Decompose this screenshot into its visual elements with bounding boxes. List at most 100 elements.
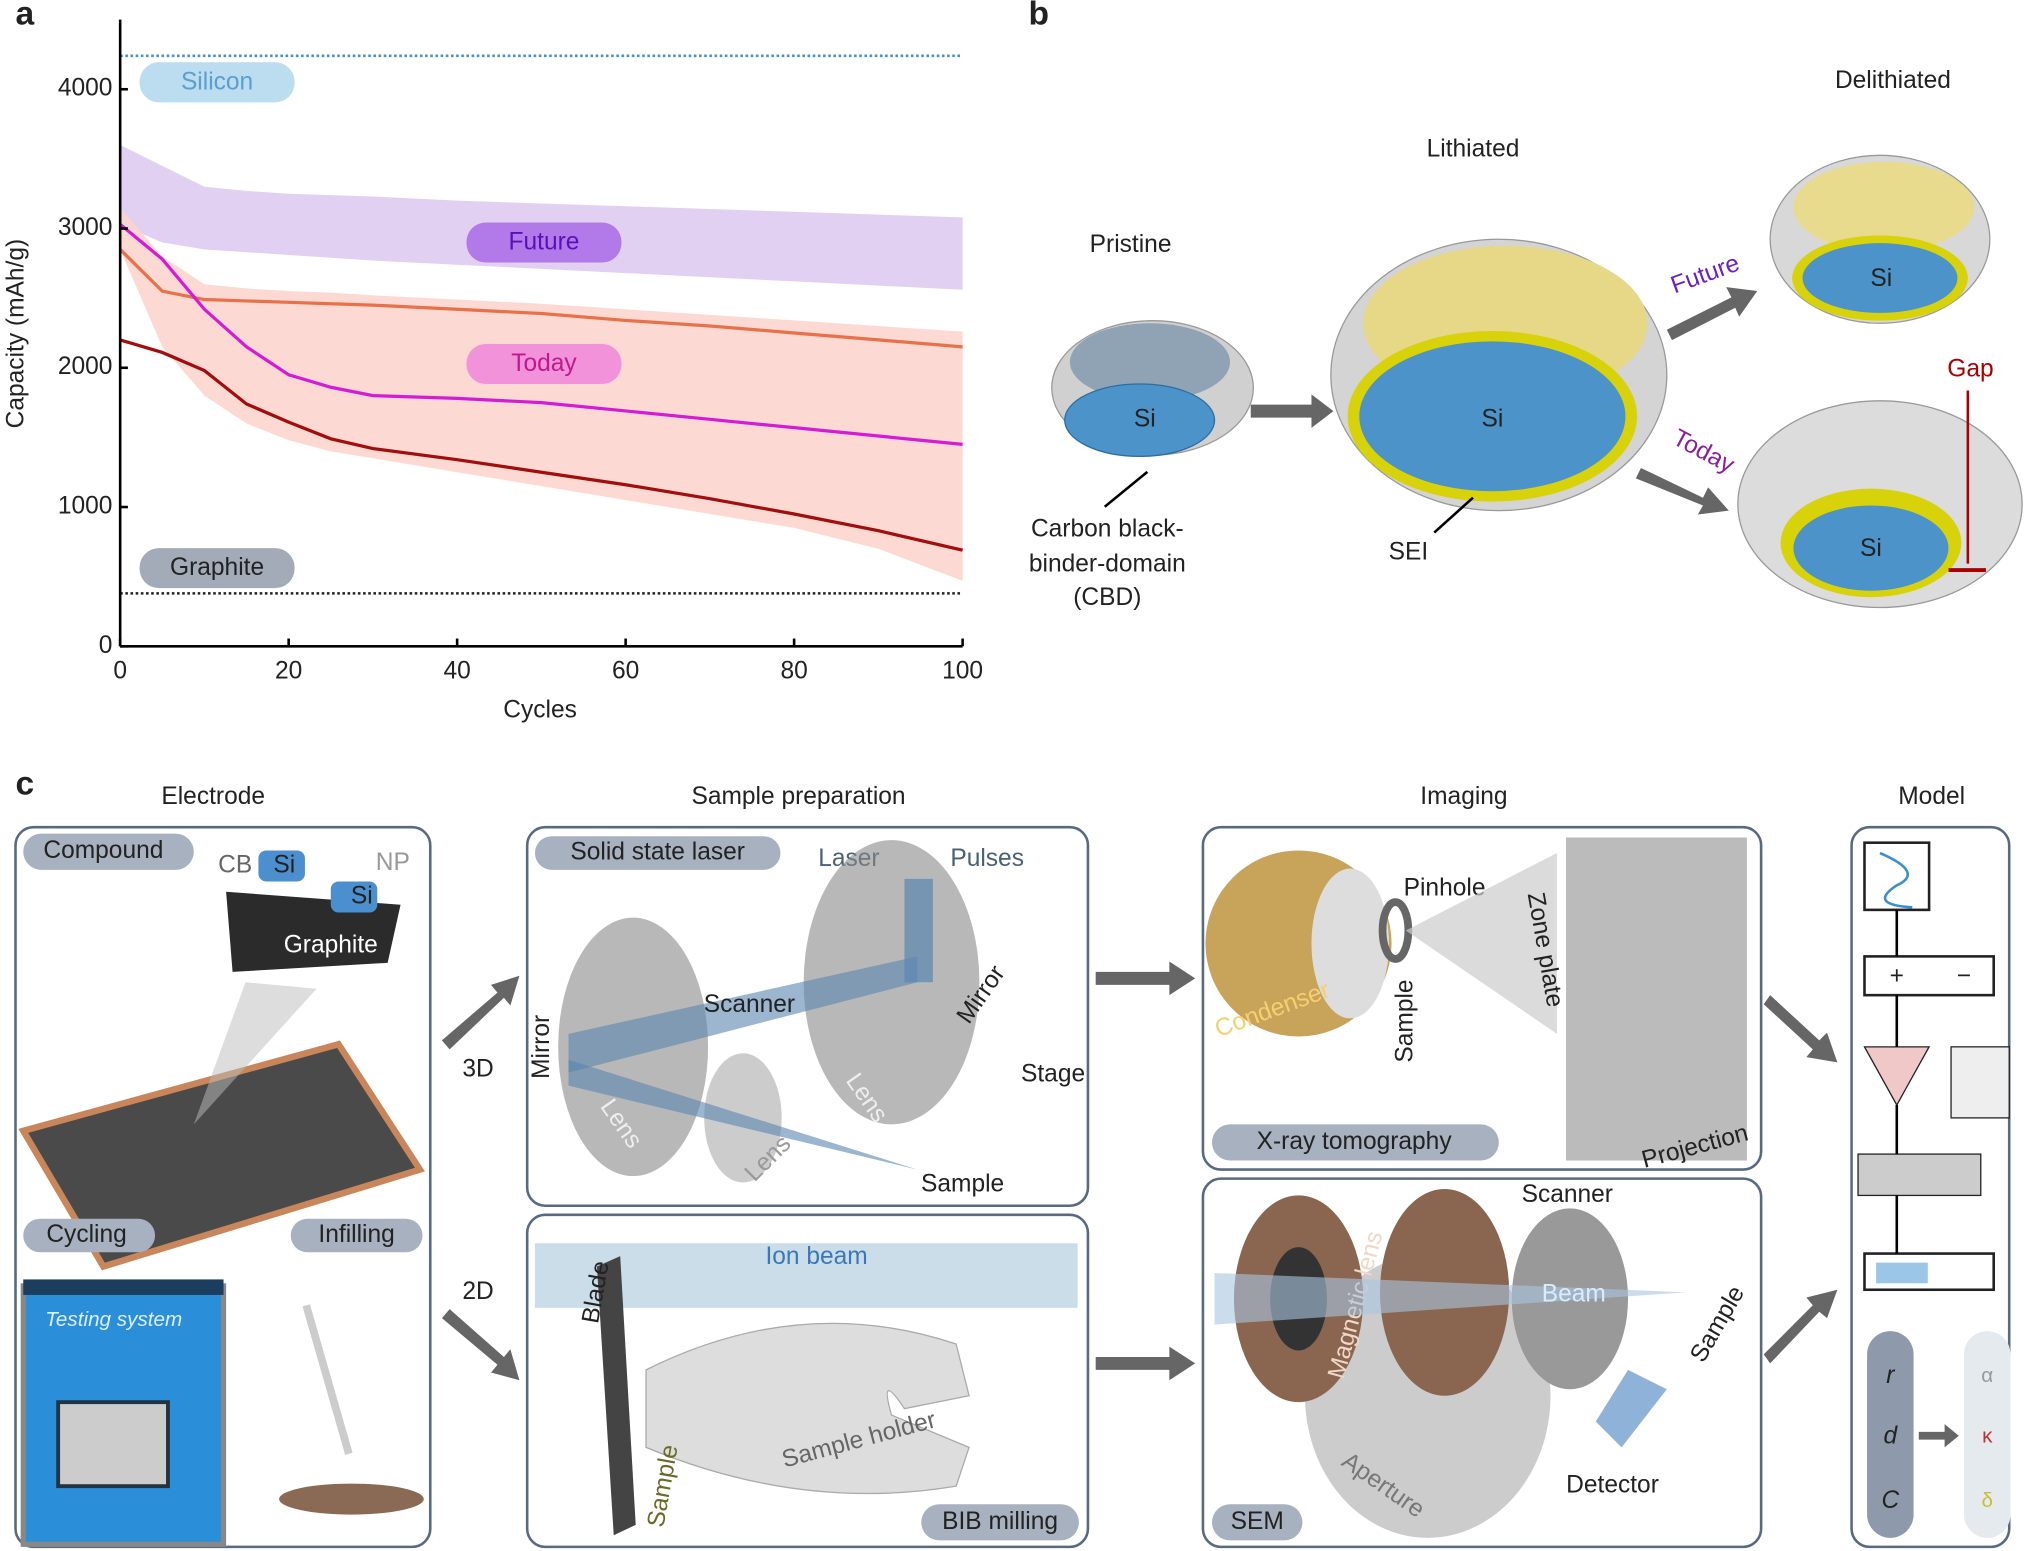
beam [568, 956, 918, 1073]
panel-b: b Pristine Lithiated Delithiated Si Si S… [1029, 0, 2023, 611]
beam [904, 878, 933, 983]
pill [139, 548, 295, 589]
si-flake [258, 850, 305, 882]
screen [56, 1400, 170, 1489]
band [120, 144, 963, 290]
stage-label: Pristine [1090, 231, 1172, 258]
variable: d [1884, 1423, 1899, 1450]
ion-beam [534, 1243, 1078, 1308]
si-label: Si [1134, 406, 1156, 433]
label: Sample [1685, 1281, 1750, 1367]
pill-label: Future [509, 229, 580, 256]
annotation: (CBD) [1073, 584, 1141, 611]
x-axis-label: Cycles [503, 696, 577, 723]
line [119, 223, 963, 446]
pill-label: Today [511, 350, 577, 377]
y-tick-label: 0 [99, 632, 113, 659]
label: 2D [462, 1278, 493, 1305]
annotation: Gap [1947, 355, 1993, 382]
label: Ion beam [765, 1243, 867, 1270]
label: NP [376, 849, 410, 876]
stage-label: Delithiated [1835, 67, 1951, 94]
detector [1595, 1369, 1667, 1448]
panel-box [1201, 825, 1763, 1171]
pill [534, 836, 781, 870]
arrow [1666, 287, 1758, 341]
pill [23, 833, 194, 870]
line [119, 248, 963, 349]
filter [1857, 1153, 1982, 1197]
pill-label: X-ray tomography [1257, 1128, 1453, 1155]
variable: δ [1981, 1489, 1993, 1512]
pipette [302, 1304, 353, 1455]
pointer [1433, 496, 1474, 534]
pill [921, 1504, 1079, 1541]
variable: r [1886, 1362, 1895, 1389]
label: 3D [462, 1056, 493, 1083]
label: CB [218, 851, 252, 878]
band [120, 207, 963, 581]
operator: + [1890, 963, 1904, 990]
y-tick-label: 1000 [58, 493, 113, 520]
panel-box [525, 825, 1090, 1208]
si-core [1359, 341, 1626, 492]
si-core [1064, 383, 1216, 457]
pill [466, 222, 622, 263]
pill-label: SEM [1231, 1508, 1284, 1535]
beam [568, 1059, 918, 1170]
annotation: binder-domain [1029, 550, 1186, 577]
variable: C [1881, 1487, 1899, 1514]
arrow [1095, 961, 1196, 996]
arrow [1763, 995, 1838, 1063]
annotation: Carbon black- [1031, 515, 1184, 542]
arrow [441, 975, 520, 1050]
column-title: Model [1898, 783, 1965, 810]
pill [466, 343, 622, 384]
pointer [1103, 470, 1149, 508]
pinhole [1378, 898, 1413, 963]
pill-label: BIB milling [942, 1508, 1058, 1535]
disc [279, 1483, 424, 1515]
panel-a: a Cycles Capacity (mAh/g) Silicon Graphit… [2, 0, 983, 723]
label: Pulses [950, 845, 1024, 872]
particle-top [1069, 323, 1231, 401]
label: Graphite [284, 932, 378, 959]
output-pill [1963, 1331, 2011, 1538]
line [119, 338, 963, 552]
pill-label: Cycling [46, 1221, 126, 1248]
panel-c: c Electrode Sample preparation Imaging M… [14, 766, 2011, 1549]
stage-label: Lithiated [1427, 136, 1520, 163]
blade [596, 1256, 636, 1536]
label: Si [273, 851, 295, 878]
pill [1211, 1504, 1303, 1541]
column-title: Sample preparation [691, 783, 905, 810]
x-tick-label: 0 [113, 658, 127, 685]
pill-label: Compound [43, 837, 163, 864]
particle-top [1793, 161, 1975, 253]
label: Beam [1542, 1280, 1606, 1307]
signal-block [1863, 841, 1931, 912]
si-core [1793, 505, 1949, 591]
panel-box [1850, 825, 2011, 1549]
arrow [1095, 1346, 1196, 1381]
input-pill [1867, 1331, 1914, 1538]
label: Testing system [45, 1308, 182, 1331]
panel-box [1201, 1177, 1763, 1549]
si-label: Si [1481, 406, 1503, 433]
si-flake [330, 881, 378, 913]
label: Detector [1566, 1472, 1659, 1499]
variable: κ [1982, 1425, 1993, 1448]
pill [1211, 1124, 1499, 1161]
zoom-cone [193, 982, 317, 1125]
y-tick-label: 4000 [58, 75, 113, 102]
x-tick-label: 20 [275, 658, 302, 685]
y-tick-label: 3000 [58, 214, 113, 241]
beam [1214, 1272, 1687, 1325]
si-core [1802, 243, 1958, 313]
pill [290, 1218, 423, 1253]
switch [1950, 1046, 2010, 1119]
x-tick-label: 80 [780, 658, 807, 685]
x-tick-label: 40 [443, 658, 470, 685]
label: Mirror [528, 1015, 555, 1079]
